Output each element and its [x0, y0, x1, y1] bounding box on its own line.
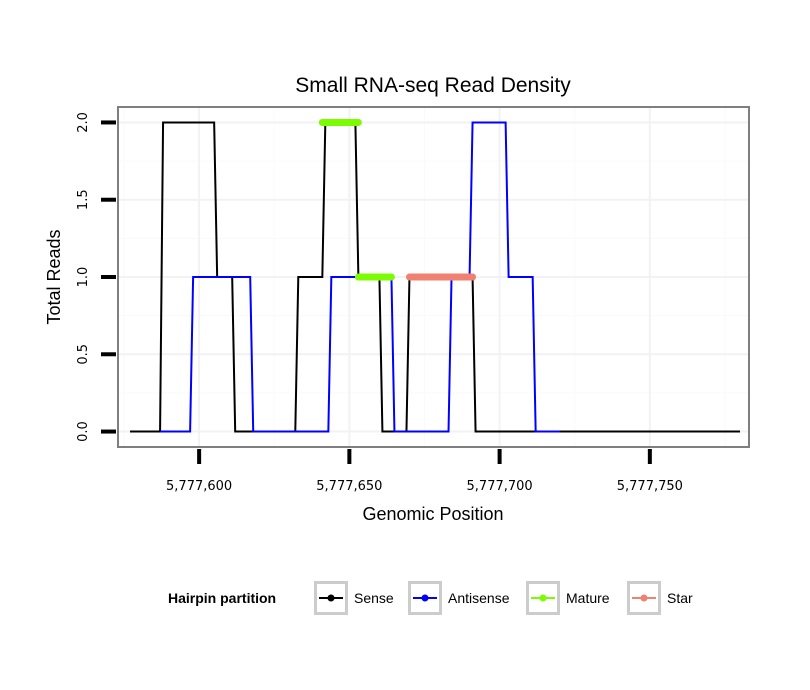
y-tick-label-3: 1.5: [76, 189, 91, 210]
legend-label-sense: Sense: [354, 590, 394, 606]
x-tick-label-1: 5,777,650: [316, 479, 382, 494]
x-tick-label-2: 5,777,700: [467, 479, 533, 494]
legend-key-dot-sense: [327, 594, 335, 602]
y-tick-label-4: 2.0: [76, 112, 91, 133]
y-axis-label: Total Reads: [44, 229, 64, 324]
legend: Hairpin partition Sense Antisense Mature St…: [168, 581, 693, 615]
legend-label-mature: Mature: [566, 590, 610, 606]
x-axis-label: Genomic Position: [362, 504, 503, 524]
chart-title: Small RNA-seq Read Density: [295, 74, 571, 97]
y-tick-label-0: 0.0: [76, 421, 91, 442]
y-tick-label-1: 0.5: [76, 344, 91, 365]
series-layer: [130, 118, 740, 433]
legend-key-dot-mature: [539, 594, 547, 602]
x-axis: 5,777,600 5,777,650 5,777,700 5,777,750: [166, 449, 683, 494]
series-line-sense: [130, 121, 740, 433]
legend-title: Hairpin partition: [168, 590, 276, 606]
legend-key-dot-antisense: [421, 594, 429, 602]
y-tick-label-2: 1.0: [76, 267, 91, 288]
legend-label-antisense: Antisense: [448, 590, 510, 606]
y-axis: 0.0 0.5 1.0 1.5 2.0: [76, 112, 116, 442]
plot-area: [117, 106, 750, 448]
x-tick-label-3: 5,777,750: [617, 479, 683, 494]
legend-key-dot-star: [640, 594, 648, 602]
x-tick-label-0: 5,777,600: [166, 479, 232, 494]
series-line-antisense: [160, 121, 560, 433]
legend-label-star: Star: [667, 590, 693, 606]
panel-border: [117, 106, 750, 448]
